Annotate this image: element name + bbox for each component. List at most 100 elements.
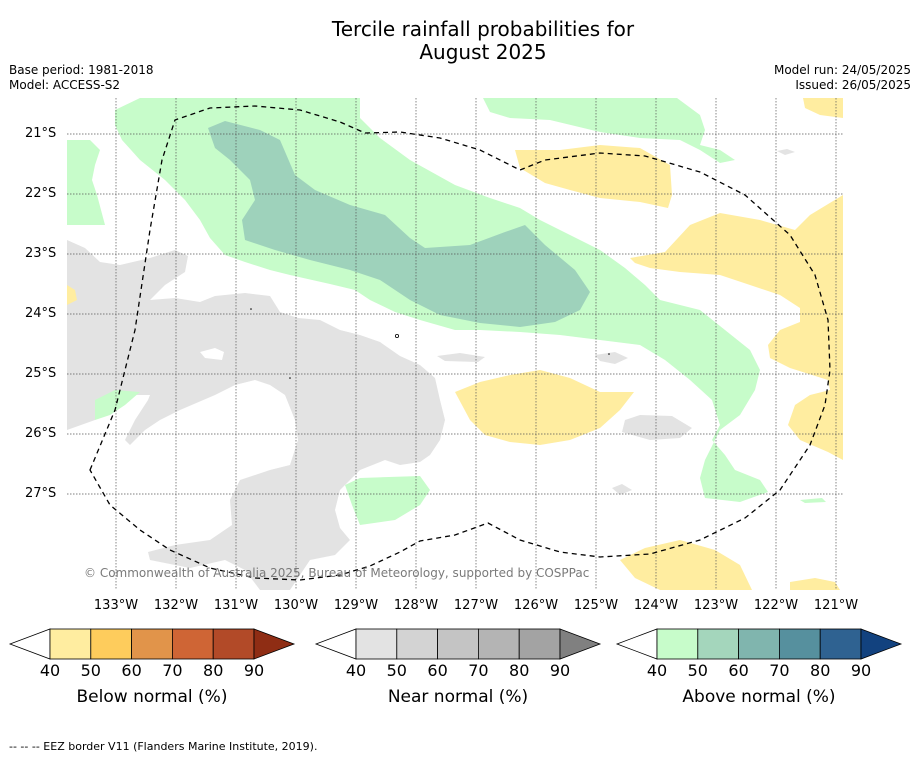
run-info: Model run: 24/05/2025 Issued: 26/05/2025 xyxy=(774,63,911,93)
issued-date: Issued: 26/05/2025 xyxy=(795,78,911,92)
probability-regions xyxy=(67,98,843,590)
lon-label: 122°W xyxy=(753,598,799,613)
lon-label: 129°W xyxy=(333,598,379,613)
lat-label: 26°S xyxy=(25,426,57,441)
legend-near-title: Near normal (%) xyxy=(387,687,529,707)
eez-border-note: -- -- -- EEZ border V11 (Flanders Marine… xyxy=(9,740,318,753)
legend-above-lower-extend xyxy=(615,628,658,660)
island-marker xyxy=(289,377,291,379)
lat-label: 21°S xyxy=(25,126,57,141)
legend-above-upper-extend xyxy=(860,628,903,660)
near-normal-region-west xyxy=(67,240,445,590)
below-normal-south xyxy=(620,540,752,590)
legend-below-tick: 60 xyxy=(121,661,142,680)
legend-above-bin-60 xyxy=(738,628,780,660)
model-name: Model: ACCESS-S2 xyxy=(9,78,121,92)
near-normal-patch-3 xyxy=(622,415,692,440)
legend-below-tick: 80 xyxy=(203,661,224,680)
lon-label: 133°W xyxy=(93,598,139,613)
legend-below-lower-extend xyxy=(8,628,51,660)
lat-label: 24°S xyxy=(25,306,57,321)
legend-near-lower-extend xyxy=(314,628,357,660)
lon-label: 130°W xyxy=(273,598,319,613)
legend-below-tick: 40 xyxy=(39,661,61,680)
near-normal-patch-5 xyxy=(777,149,795,155)
below-normal-ne-corner xyxy=(803,98,843,118)
legend-below-title: Below normal (%) xyxy=(76,687,228,707)
map-title-line2: August 2025 xyxy=(419,40,547,64)
near-normal-patch-4 xyxy=(612,484,632,495)
lon-label: 121°W xyxy=(813,598,859,613)
lon-label: 128°W xyxy=(393,598,439,613)
legend-above-colorbar xyxy=(615,628,903,660)
legend-above-bin-70 xyxy=(779,628,821,660)
above-normal-ne xyxy=(483,98,735,163)
legend-near-bin-80 xyxy=(518,628,561,660)
legend-near-tick: 60 xyxy=(427,661,448,680)
legend-below-upper-extend xyxy=(253,628,296,660)
lon-label: 123°W xyxy=(693,598,739,613)
legend-above-tick: 80 xyxy=(810,661,831,680)
below-normal-east-band xyxy=(630,195,843,460)
legend-below-bin-50 xyxy=(90,628,133,660)
legend-near-bin-60 xyxy=(437,628,479,660)
legend-near-upper-extend xyxy=(559,628,602,660)
base-period: Base period: 1981-2018 xyxy=(9,63,154,77)
legend-below-bin-40 xyxy=(49,628,92,660)
legend-near-tick: 70 xyxy=(468,661,489,680)
legend-near-tick: 40 xyxy=(345,661,367,680)
map-title-line1: Tercile rainfall probabilities for xyxy=(331,17,635,41)
legend-below-bin-70 xyxy=(171,628,214,660)
model-info: Base period: 1981-2018 Model: ACCESS-S2 xyxy=(9,63,154,93)
legend-near-bin-50 xyxy=(396,628,438,660)
island-marker xyxy=(394,333,399,338)
lon-label: 126°W xyxy=(513,598,559,613)
near-normal-patch-1 xyxy=(437,353,485,362)
island-marker xyxy=(608,353,610,355)
lon-label: 131°W xyxy=(213,598,259,613)
above-normal-sw xyxy=(95,390,140,420)
legend-below-colorbar xyxy=(8,628,296,660)
legend-below-bin-60 xyxy=(131,628,173,660)
legend-near-bin-70 xyxy=(477,628,520,660)
near-normal-patch-6 xyxy=(200,348,224,360)
lat-label: 22°S xyxy=(25,186,57,201)
legend-below-tick: 50 xyxy=(80,661,101,680)
map-title: Tercile rainfall probabilities for Augus… xyxy=(0,18,919,64)
legend-near-bin-40 xyxy=(355,628,398,660)
legend-near-tick: 90 xyxy=(549,661,571,680)
legend-above-tick: 50 xyxy=(687,661,708,680)
legend-below-tick: 90 xyxy=(243,661,265,680)
grid-lines xyxy=(67,98,843,590)
copyright-notice: © Commonwealth of Australia 2025, Bureau… xyxy=(84,566,590,580)
legend-above-title: Above normal (%) xyxy=(682,687,836,707)
lon-label: 125°W xyxy=(573,598,619,613)
legend-near-tick: 50 xyxy=(386,661,407,680)
below-normal-se-corner xyxy=(790,578,840,590)
legend-near-colorbar xyxy=(314,628,602,660)
legend-above-tick: 40 xyxy=(646,661,668,680)
legend-above-tick: 90 xyxy=(850,661,872,680)
above-normal-se xyxy=(800,498,826,503)
below-normal-central xyxy=(455,370,634,445)
lon-label: 132°W xyxy=(153,598,199,613)
below-normal-west-edge xyxy=(67,285,77,305)
lat-label: 27°S xyxy=(25,486,57,501)
legend-above-bin-50 xyxy=(697,628,739,660)
above-normal-west xyxy=(67,140,105,225)
legend-above-bin-80 xyxy=(819,628,862,660)
legend-below-bin-80 xyxy=(212,628,255,660)
eez-border xyxy=(89,105,831,581)
legend-below-tick: 70 xyxy=(162,661,183,680)
legend-near-tick: 80 xyxy=(509,661,530,680)
legend-above-tick: 70 xyxy=(769,661,790,680)
lat-label: 25°S xyxy=(25,366,57,381)
lon-label: 127°W xyxy=(453,598,499,613)
lat-label: 23°S xyxy=(25,246,57,261)
legend-above-tick: 60 xyxy=(728,661,749,680)
above-normal-core xyxy=(208,121,590,327)
island-marker xyxy=(250,308,252,310)
lon-label: 124°W xyxy=(633,598,679,613)
model-run-date: Model run: 24/05/2025 xyxy=(773,63,911,77)
